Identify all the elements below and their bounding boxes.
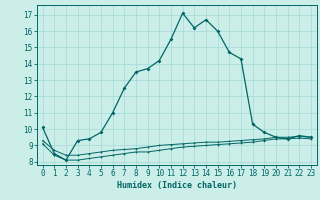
X-axis label: Humidex (Indice chaleur): Humidex (Indice chaleur) [117,181,237,190]
